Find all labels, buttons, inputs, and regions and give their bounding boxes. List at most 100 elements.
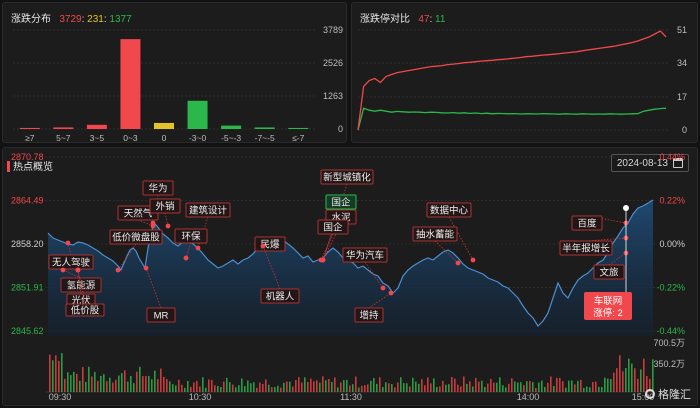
watermark: 格隆汇 [645,386,691,402]
volume-bar [343,380,345,392]
volume-bar [436,386,438,392]
volume-bar [517,382,519,392]
volume-bar [106,381,108,392]
volume-bar [439,386,441,392]
volume-bar [466,383,468,392]
volume-bar [91,376,93,392]
time-tick-label: 11:30 [340,392,362,402]
volume-bar [586,386,588,392]
tag-dot [318,257,324,263]
down-count: 1377 [109,14,132,25]
volume-bar [556,377,558,392]
volume-bar [334,377,336,392]
volume-bar [202,377,204,392]
volume-bar [433,378,435,392]
volume-bar [298,377,300,392]
volume-bar [88,366,90,392]
volume-bar [580,379,582,392]
hot-tag-label: 低价股 [71,305,100,317]
volume-bar [565,387,567,392]
volume-bar [358,387,360,392]
volume-bar [598,386,600,392]
date-picker[interactable]: 2024-08-13 [610,154,689,172]
volume-bar [241,378,243,392]
volume-bar [82,367,84,392]
volume-bar [430,383,432,392]
limit-compare-panel: 涨跌停对比 47: 11 51 34 17 0 [351,2,698,143]
tag-dot [150,223,156,229]
volume-bar [514,381,516,392]
volume-bar [121,373,123,392]
tag-leader [448,216,474,261]
volume-bar [496,382,498,392]
x-tick-label: 5~7 [56,133,71,143]
x-tick-label: -7~-5 [255,133,275,143]
volume-bar [634,368,636,392]
volume-bar [208,379,210,392]
hot-tag-box [426,202,472,218]
volume-bar [520,382,522,392]
hot-tag-label: 数据中心 [430,205,469,217]
volume-bar [97,380,99,392]
volume-bar [367,384,369,392]
volume-bar [376,383,378,392]
volume-bar [193,382,195,392]
volume-bar [85,381,87,392]
highlight-tag-box [584,292,632,320]
volume-bar [529,380,531,392]
volume-bar [484,386,486,392]
volume-bar [427,377,429,392]
time-tick-label: 14:00 [517,392,540,402]
limit-compare-chart: 51 34 17 0 [357,25,687,135]
hot-tag-label: 机器人 [266,291,295,303]
hot-tag-label: 环保 [181,231,201,243]
tag-leader [434,240,459,264]
right-tick-label: -0.44% [656,326,685,336]
time-tick-label: 15:00 [632,392,655,402]
volume-bar [424,385,426,392]
tag-dot [470,257,476,263]
bar [86,124,107,129]
volume-bar [445,384,447,392]
hot-tag-box [48,254,94,270]
volume-bar [379,377,381,392]
distribution-title: 涨跌分布 [11,14,51,25]
hot-tag-label: 百度 [577,218,597,230]
limit-up-line [357,30,667,131]
limit-title: 涨跌停对比 [360,14,410,25]
volume-bar [583,387,585,392]
volume-bar [385,382,387,392]
volume-bar [328,378,330,392]
hot-tag-label: 民爆 [260,239,280,251]
volume-bar [112,382,114,392]
volume-bar [247,380,249,392]
volume-bar [286,381,288,392]
volume-bar [505,387,507,392]
volume-bar [115,379,117,392]
index-area [48,200,653,336]
volume-bar [244,386,246,392]
left-tick-label: 2870.78 [11,152,44,162]
volume-bar [532,382,534,392]
volume-bar [415,381,417,392]
volume-bar [475,378,477,392]
watermark-text: 格隆汇 [658,389,691,401]
volume-bar [613,372,615,392]
tag-leader [117,243,137,271]
hot-tag-box [559,240,613,256]
hot-tag-label: 文旅 [599,267,619,279]
hot-tag-box [65,303,105,317]
volume-bar [277,385,279,392]
volume-bar [607,378,609,392]
hot-title-row: 热点概览 [7,158,53,173]
hot-tag-label: 低价微盘股 [112,232,160,244]
bar [288,127,309,129]
volume-bar [502,385,504,392]
hot-tag-label: 建筑设计 [189,205,228,217]
volume-bar [145,376,147,392]
volume-bar [544,386,546,392]
hot-overview-panel: 热点概览 2024-08-13 2870.78 0.44% 2864.49 0.22%… [2,147,698,406]
up-count: 3729 [59,14,82,25]
y-tick-label: 2526 [323,58,343,68]
volume-bar [322,376,324,392]
